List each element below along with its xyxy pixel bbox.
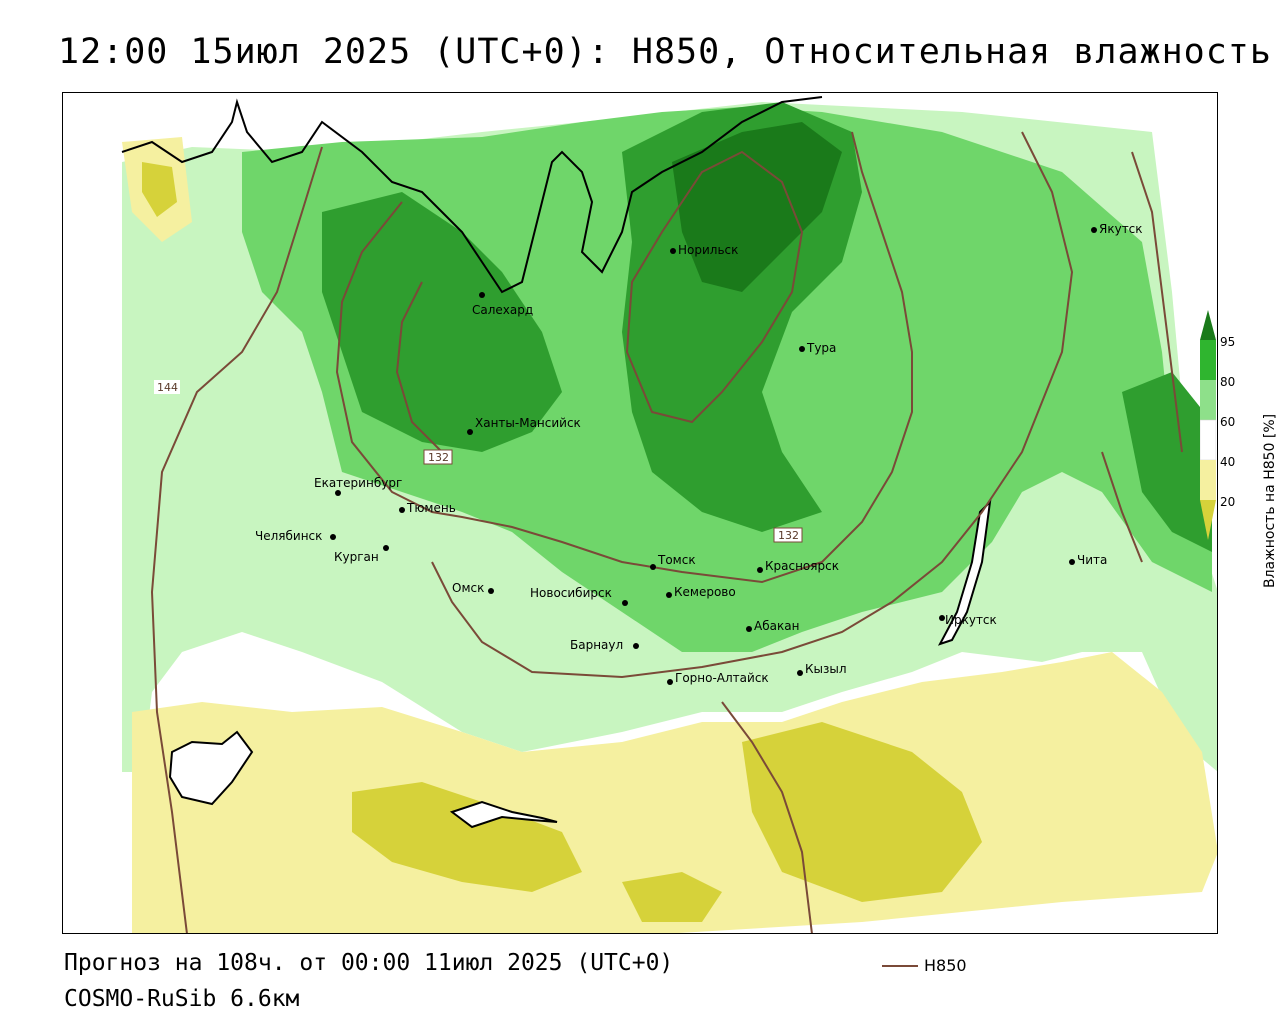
series-legend: H850 (882, 956, 967, 975)
contour-label-144: 144 (157, 381, 178, 394)
balkhash-lake (449, 800, 558, 829)
city-kemerovo: Кемерово (674, 585, 736, 599)
humidity-map: 144 132 132 Норильск Якутск Салехард Тур… (62, 92, 1218, 934)
city-norilsk: Норильск (678, 243, 738, 257)
chart-title: 12:00 15июл 2025 (UTC+0): H850, Относите… (58, 32, 1272, 72)
very-wet-region-east (1122, 372, 1212, 552)
city-abakan: Абакан (754, 619, 799, 633)
city-chelyabinsk: Челябинск (255, 529, 322, 543)
saturated-region (672, 122, 842, 292)
city-khanty-mansiysk: Ханты-Мансийск (475, 416, 581, 430)
city-barnaul: Барнаул (570, 638, 623, 652)
very-dry-region-south (622, 872, 722, 922)
contour-label-132-b: 132 (778, 529, 799, 542)
model-info: COSMO-RuSib 6.6км (64, 986, 300, 1012)
city-kyzyl: Кызыл (805, 662, 847, 676)
baikal-lake (937, 499, 992, 646)
city-tomsk: Томск (657, 553, 696, 567)
series-legend-label: H850 (924, 956, 967, 975)
forecast-info: Прогноз на 108ч. от 00:00 11июл 2025 (UT… (64, 950, 674, 976)
legend-tick-40: 40 (1220, 455, 1236, 469)
very-dry-region-north (142, 162, 177, 217)
contour-labels: 144 132 132 (154, 380, 803, 543)
series-line-swatch (882, 964, 918, 967)
city-krasnoyarsk: Красноярск (765, 559, 839, 573)
caspian-coast (168, 730, 254, 806)
city-novosibirsk: Новосибирск (530, 586, 612, 600)
city-irkutsk: Иркутск (945, 613, 997, 627)
legend-tick-95: 95 (1220, 335, 1236, 349)
coastline (121, 96, 823, 294)
contour-label-132-a: 132 (428, 451, 449, 464)
city-salekhard: Салехард (472, 303, 533, 317)
city-chita: Чита (1077, 553, 1107, 567)
city-gorno-altaysk: Горно-Алтайск (675, 671, 769, 685)
city-kurgan: Курган (334, 550, 379, 564)
legend-title: Влажность на H850 [%] (1262, 413, 1278, 588)
very-wet-region-west (322, 192, 562, 452)
legend-tick-20: 20 (1220, 495, 1236, 509)
city-omsk: Омск (452, 581, 484, 595)
city-tyumen: Тюмень (406, 501, 456, 515)
very-dry-region-west (352, 782, 582, 892)
city-yakutsk: Якутск (1099, 222, 1143, 236)
legend-colorbar (1200, 310, 1216, 540)
city-ekaterinburg: Екатеринбург (314, 476, 402, 490)
city-tura: Тура (806, 341, 836, 355)
legend-tick-60: 60 (1220, 415, 1236, 429)
city-markers: Норильск Якутск Салехард Тура Ханты-Манс… (255, 222, 1143, 685)
legend-tick-80: 80 (1220, 375, 1236, 389)
